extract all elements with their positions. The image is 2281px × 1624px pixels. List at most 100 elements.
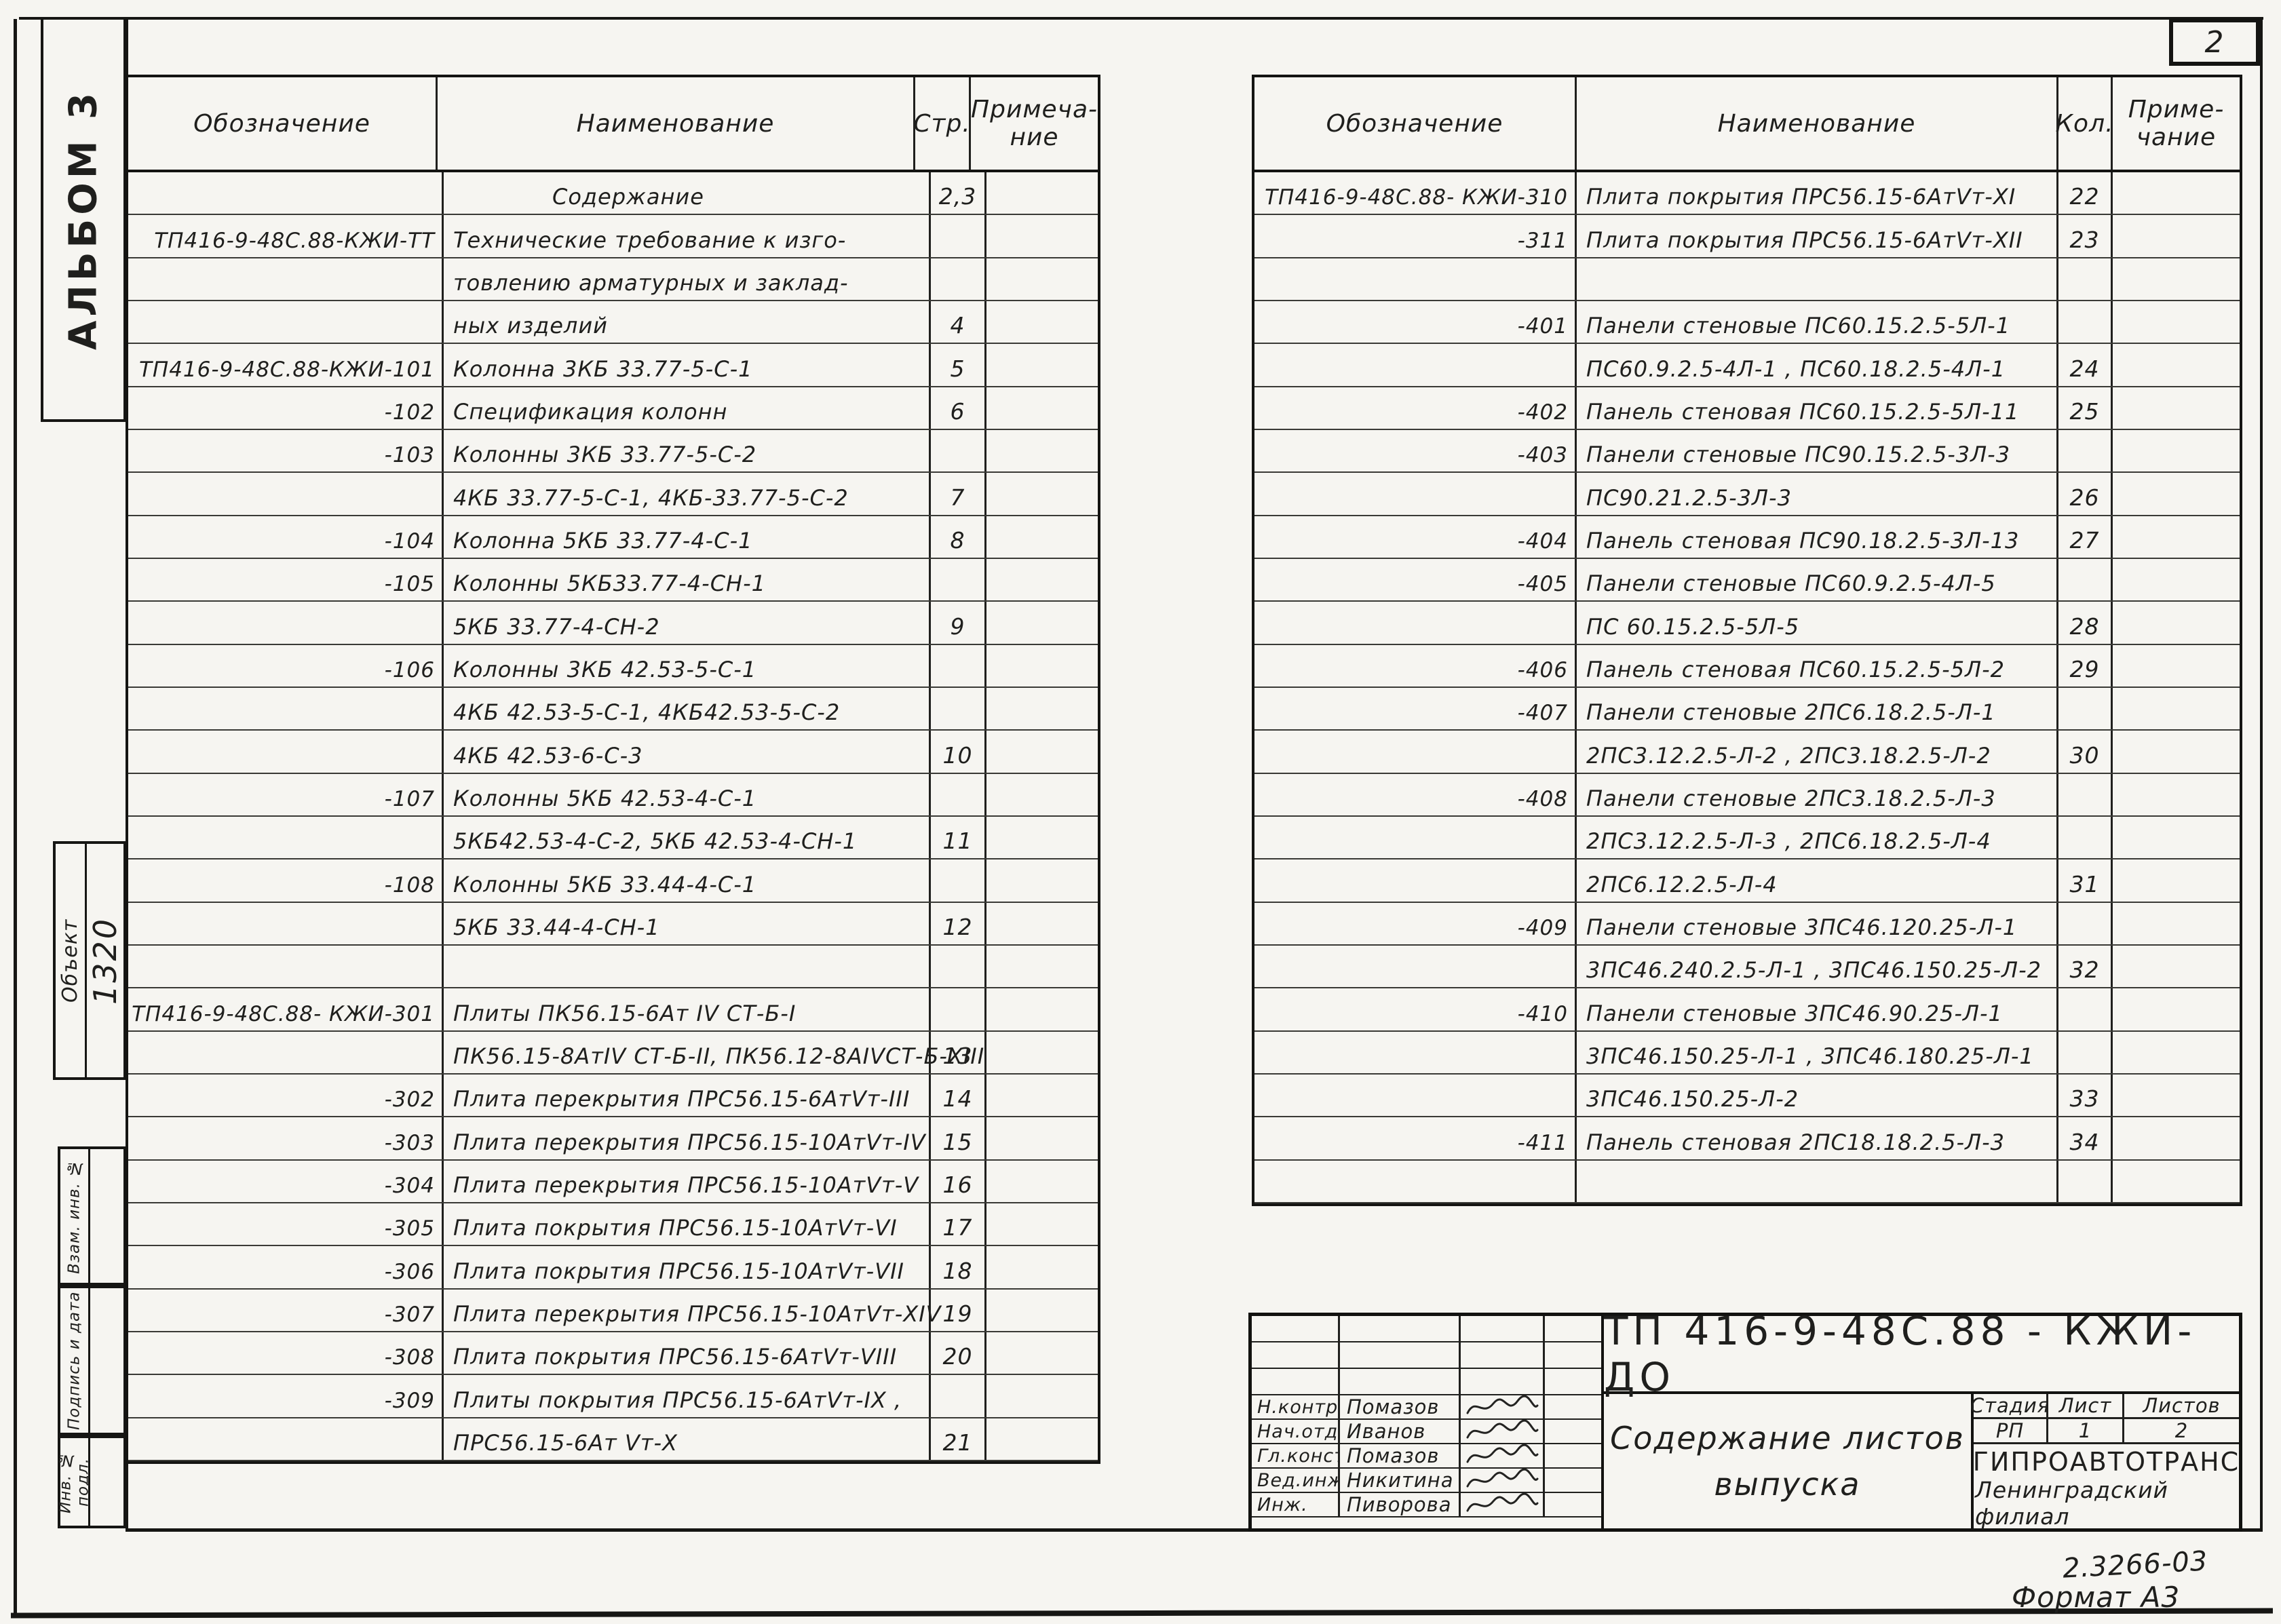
table-row: -401 Панели стеновые ПС60.15.2.5-5Л-1: [1254, 301, 2240, 345]
header-note-line1: Приме-: [2128, 96, 2225, 123]
cell-designation: -403: [1254, 429, 1577, 472]
cell-page: [931, 644, 986, 687]
table-row: -105 Колонны 5КБ33.77-4-СН-1: [128, 558, 1098, 602]
cell-name: Содержание: [444, 172, 931, 214]
cell-designation: -410: [1254, 988, 1577, 1030]
stage-value: РП: [1974, 1419, 2048, 1442]
signer-date-cell: [1545, 1395, 1601, 1418]
cell-note: [2113, 430, 2240, 471]
cell-note: [986, 1032, 1098, 1073]
stamp-empty-cell: [1461, 1369, 1545, 1394]
signer-row: Инж. Пиворова: [1252, 1493, 1601, 1517]
cell-name: Плита перекрытия ПРС56.15-10АтVт-IV: [444, 1117, 931, 1159]
signer-name: Пиворова: [1340, 1493, 1461, 1516]
vzam-label: Взам. инв. №: [65, 1158, 83, 1274]
cell-designation: [1254, 1074, 1577, 1117]
cell-designation: -302: [128, 1074, 444, 1117]
table-body: ТП416-9-48С.88- КЖИ-310 Плита покрытия П…: [1254, 172, 2240, 1203]
cell-name: Плита покрытия ПРС56.15-6АтVт-VIII: [444, 1332, 931, 1374]
cell-designation: -407: [1254, 687, 1577, 730]
stamp-empty-row: [1252, 1316, 1601, 1342]
cell-note: [2113, 1117, 2240, 1159]
cell-note: [2113, 817, 2240, 858]
cell-note: [986, 903, 1098, 944]
signer-date-cell: [1545, 1420, 1601, 1443]
stamp-empty-row: [1252, 1369, 1601, 1395]
cell-page: 4: [931, 301, 986, 343]
table-row: [1254, 258, 2240, 301]
cell-designation: [128, 602, 444, 644]
cell-note: [2113, 344, 2240, 385]
table-row: товлению арматурных и заклад-: [128, 258, 1098, 301]
table-row: -404 Панель стеновая ПС90.18.2.5-3Л-13 2…: [1254, 516, 2240, 559]
signer-signature-cell: [1461, 1420, 1545, 1443]
cell-name: Колонны 5КБ 42.53-4-С-1: [444, 773, 931, 815]
cell-qty: [2058, 816, 2113, 859]
cell-name: Колонна 3КБ 33.77-5-С-1: [444, 344, 931, 386]
cell-designation: -307: [128, 1289, 444, 1331]
cell-note: [986, 645, 1098, 687]
organization-name: ГИПРОАВТОТРАНС: [1972, 1447, 2240, 1477]
cell-designation: -107: [128, 773, 444, 815]
cell-page: 14: [931, 1074, 986, 1117]
cell-qty: [2058, 1160, 2113, 1202]
cell-note: [2113, 602, 2240, 643]
object-value-cell: 1320: [87, 844, 123, 1077]
cell-qty: [2058, 687, 2113, 730]
stamp-empty-cell: [1340, 1316, 1461, 1341]
cell-name: товлению арматурных и заклад-: [444, 258, 931, 300]
cell-note: [2113, 645, 2240, 687]
cell-note: [986, 559, 1098, 600]
table-row: -410 Панели стеновые 3ПС46.90.25-Л-1: [1254, 988, 2240, 1032]
cell-name: Плита перекрытия ПРС56.15-10АтVт-V: [444, 1160, 931, 1202]
table-row: 5КБ 33.44-4-СН-1 12: [128, 902, 1098, 946]
table-row: -104 Колонна 5КБ 33.77-4-С-1 8: [128, 516, 1098, 559]
cell-designation: [128, 172, 444, 214]
cell-qty: 30: [2058, 731, 2113, 773]
table-row: 3ПС46.150.25-Л-1 , 3ПС46.180.25-Л-1: [1254, 1031, 2240, 1075]
cell-note: [986, 1418, 1098, 1460]
stamp-empty-row: [1252, 1342, 1601, 1369]
table-row: ТП416-9-48С.88- КЖИ-301 Плиты ПК56.15-6А…: [128, 988, 1098, 1032]
cell-page: 5: [931, 344, 986, 386]
cell-note: [2113, 258, 2240, 300]
cell-qty: [2058, 902, 2113, 944]
cell-designation: [1254, 1031, 1577, 1073]
cell-name: [1577, 1160, 2058, 1202]
cell-designation: -103: [128, 429, 444, 472]
cell-qty: 33: [2058, 1074, 2113, 1117]
cell-note: [986, 1290, 1098, 1331]
table-row: -304 Плита перекрытия ПРС56.15-10АтVт-V …: [128, 1160, 1098, 1203]
header-note-line2: ние: [1010, 123, 1059, 151]
cell-designation: [128, 1418, 444, 1460]
cell-note: [2113, 688, 2240, 729]
cell-designation: ТП416-9-48С.88-КЖИ-ТТ: [128, 215, 444, 257]
header-designation: Обозначение: [128, 77, 438, 170]
object-box: Объект 1320: [53, 841, 126, 1080]
cell-name: Панели стеновые 3ПС46.120.25-Л-1: [1577, 902, 2058, 944]
cell-note: [986, 1117, 1098, 1159]
cell-page: [931, 258, 986, 300]
cell-name: Спецификация колонн: [444, 387, 931, 429]
cell-designation: -105: [128, 558, 444, 601]
stage-label: Стадия: [1970, 1394, 2050, 1417]
cell-page: 7: [931, 473, 986, 515]
sheets-value: 2: [2174, 1419, 2189, 1442]
cell-qty: [2058, 1031, 2113, 1073]
cell-name: ПС90.21.2.5-3Л-3: [1577, 473, 2058, 515]
header-note-line1: Примеча-: [971, 96, 1098, 123]
cell-page: 15: [931, 1117, 986, 1159]
signer-date-cell: [1545, 1469, 1601, 1492]
cell-note: [986, 946, 1098, 987]
cell-name: Колонны 5КБ 33.44-4-С-1: [444, 859, 931, 902]
cell-page: 6: [931, 387, 986, 429]
cell-designation: [1254, 816, 1577, 859]
cell-page: [931, 773, 986, 815]
contents-table-left: Обозначение Наименование Стр. Примеча- н…: [126, 75, 1100, 1464]
table-row: ных изделий 4: [128, 301, 1098, 345]
sheet-label: Лист: [2048, 1394, 2124, 1417]
cell-designation: -311: [1254, 215, 1577, 257]
table-row: [128, 945, 1098, 989]
cell-note: [986, 731, 1098, 772]
header-note: Приме- чание: [2113, 77, 2240, 170]
